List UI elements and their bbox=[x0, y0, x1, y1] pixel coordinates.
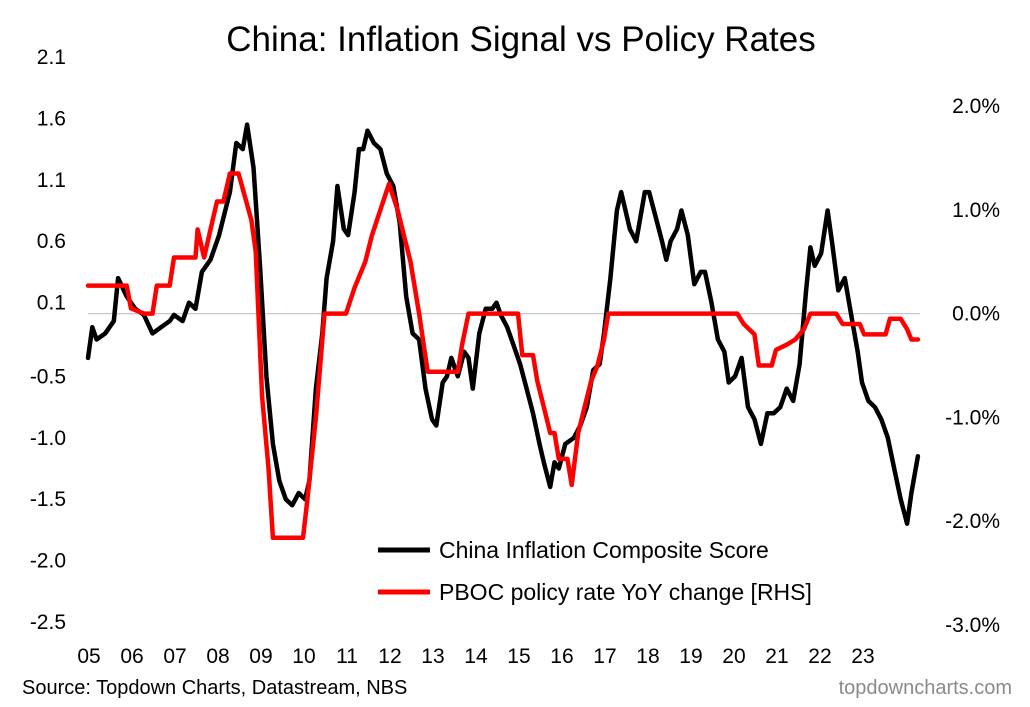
left-axis-tick-label: -1.0 bbox=[30, 427, 66, 450]
x-axis-tick-label: 18 bbox=[636, 645, 659, 668]
right-axis-tick-label: -1.0% bbox=[945, 406, 1000, 429]
left-axis-tick-label: -2.5 bbox=[30, 611, 66, 634]
right-axis-tick-label: -2.0% bbox=[945, 510, 1000, 533]
left-axis-tick-label: 0.1 bbox=[37, 292, 66, 315]
left-axis-tick-label: -2.0 bbox=[30, 550, 66, 573]
legend-label-pboc: PBOC policy rate YoY change [RHS] bbox=[439, 579, 812, 605]
x-axis-tick-label: 13 bbox=[421, 645, 444, 668]
x-axis-tick-label: 23 bbox=[851, 645, 874, 668]
x-axis-tick-label: 19 bbox=[679, 645, 702, 668]
right-axis-tick-label: 1.0% bbox=[952, 199, 1000, 222]
chart-title: China: Inflation Signal vs Policy Rates bbox=[226, 20, 815, 59]
x-axis-tick-label: 12 bbox=[378, 645, 401, 668]
left-axis-tick-label: 1.1 bbox=[37, 169, 66, 192]
x-axis-tick-label: 20 bbox=[722, 645, 745, 668]
series-line-pboc bbox=[85, 171, 921, 541]
x-axis-tick-label: 06 bbox=[120, 645, 143, 668]
left-axis-tick-label: 1.6 bbox=[37, 107, 66, 130]
x-axis-tick-label: 05 bbox=[77, 645, 100, 668]
series-line-composite bbox=[85, 122, 921, 526]
x-axis-tick-label: 07 bbox=[163, 645, 186, 668]
legend-label-composite: China Inflation Composite Score bbox=[439, 537, 769, 563]
x-axis-tick-label: 14 bbox=[464, 645, 488, 668]
x-axis-tick-label: 08 bbox=[206, 645, 229, 668]
x-axis-tick-label: 09 bbox=[249, 645, 272, 668]
legend: China Inflation Composite Score PBOC pol… bbox=[378, 537, 812, 605]
x-axis-tick-label: 11 bbox=[336, 645, 358, 668]
left-axis-tick-label: 0.6 bbox=[37, 230, 66, 253]
right-axis-tick-label: 0.0% bbox=[952, 303, 1000, 326]
left-axis-tick-label: -0.5 bbox=[30, 365, 66, 388]
x-axis-tick-label: 21 bbox=[765, 645, 788, 668]
x-axis-tick-label: 15 bbox=[507, 645, 530, 668]
brand-watermark: topdowncharts.com bbox=[839, 677, 1012, 699]
left-axis-tick-label: -1.5 bbox=[30, 488, 66, 511]
right-axis-tick-label: -3.0% bbox=[945, 614, 1000, 637]
x-axis-tick-label: 22 bbox=[808, 645, 831, 668]
source-note: Source: Topdown Charts, Datastream, NBS bbox=[22, 677, 407, 699]
x-axis-tick-label: 17 bbox=[593, 645, 616, 668]
x-axis-tick-label: 10 bbox=[292, 645, 315, 668]
x-axis-tick-label: 16 bbox=[550, 645, 573, 668]
right-axis-tick-label: 2.0% bbox=[952, 95, 1000, 118]
left-axis-tick-label: 2.1 bbox=[37, 46, 66, 69]
